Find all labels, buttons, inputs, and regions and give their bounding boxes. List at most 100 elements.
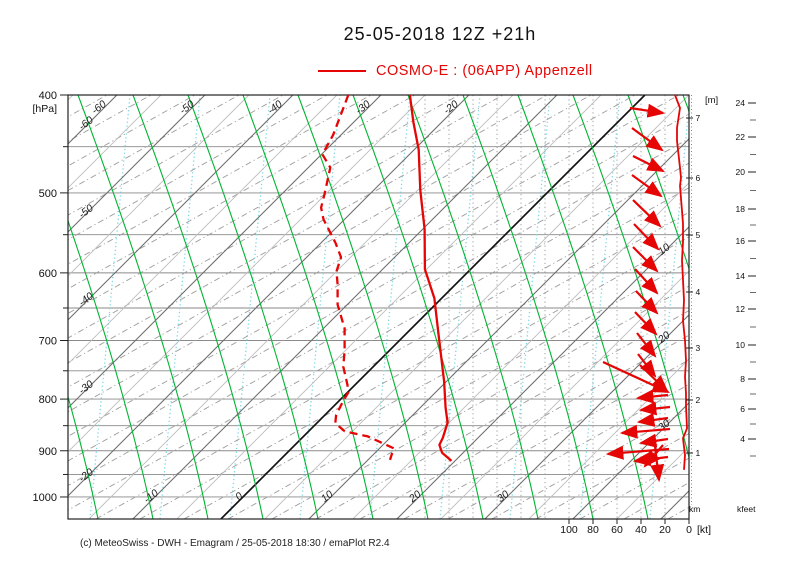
dry-adiabat-line <box>187 95 319 519</box>
isotherm-line <box>660 490 689 519</box>
isotherm-line <box>440 270 689 519</box>
isotherm-line <box>68 95 74 101</box>
wind-arrow <box>629 103 666 118</box>
dry-adiabat-line <box>0 95 43 519</box>
profiles <box>319 95 688 483</box>
km-axis-label: km <box>689 504 700 514</box>
isotherm-label: -30 <box>353 98 372 117</box>
isotherm-label: -20 <box>441 98 460 117</box>
isotherm-line <box>68 95 426 453</box>
pressure-tick-label: 700 <box>39 336 57 348</box>
isotherm-line <box>308 138 689 519</box>
isotherm-label: -60 <box>76 114 95 133</box>
legend-label: COSMO-E : (06APP) Appenzell <box>376 63 593 79</box>
wind-arrow <box>643 444 664 468</box>
isotherm-line <box>68 95 382 409</box>
moist-adiabat-line <box>68 95 240 192</box>
mixing-ratio-line <box>369 95 411 519</box>
isotherm-line <box>68 95 470 497</box>
wind-arrow <box>634 311 658 336</box>
isotherm-line <box>68 95 206 233</box>
moist-adiabat-line <box>68 95 504 339</box>
isotherm-label: -10 <box>141 487 160 506</box>
isotherm-label: -60 <box>89 98 108 117</box>
moist-adiabat-line <box>535 433 689 519</box>
wind-arrow <box>631 174 663 198</box>
kfeet-tick-label: 22 <box>736 132 746 142</box>
isotherm-line <box>68 95 294 321</box>
plot-border <box>67 94 690 520</box>
wind-arrow <box>636 412 669 427</box>
mixing-ratio-line <box>159 95 201 519</box>
isotherm-label: 20 <box>406 488 424 505</box>
kfeet-tick-label: 18 <box>736 204 746 214</box>
wind-tick-label: 80 <box>587 524 599 536</box>
dry-adiabat-line <box>462 95 594 519</box>
wind-speed-curve <box>674 95 688 470</box>
isotherm-line <box>68 95 250 277</box>
wind-arrow <box>639 364 669 393</box>
isotherm-line <box>352 182 689 519</box>
pressure-tick-label: 800 <box>39 394 57 406</box>
moist-adiabat-line <box>68 95 152 142</box>
isotherm-line <box>132 95 558 519</box>
legend: COSMO-E : (06APP) Appenzell <box>318 63 593 79</box>
isotherm-label: -40 <box>76 290 95 309</box>
wind-arrow <box>635 389 669 404</box>
km-tick-label: 1 <box>696 448 701 458</box>
wind-arrow <box>637 353 657 378</box>
m-header-label: [m] <box>705 95 718 106</box>
kfeet-tick-label: 16 <box>736 236 746 246</box>
pressure-tick-label: 500 <box>39 188 57 200</box>
copyright-footer: (c) MeteoSwiss - DWH - Emagram / 25-05-2… <box>80 538 390 549</box>
kfeet-tick-label: 4 <box>740 434 745 444</box>
plot-grid: -60 -50 -40 -30 -20-60-50-40-30-20-10 0 10 20 30… <box>0 95 800 519</box>
mixing-ratio-line <box>299 95 341 519</box>
mixing-ratio-line <box>579 95 621 519</box>
wind-arrow <box>636 332 657 358</box>
isotherm-label: -50 <box>177 98 196 117</box>
moist-adiabat-line <box>667 506 689 519</box>
isotherm-line <box>0 95 29 519</box>
isotherm-label: 10 <box>319 488 336 505</box>
wind-arrow <box>632 246 659 273</box>
km-tick-label: 7 <box>696 113 701 123</box>
isotherm-line <box>616 446 689 519</box>
wind-tick-label: 0 <box>686 524 692 536</box>
km-tick-label: 4 <box>696 287 701 297</box>
isotherm-line <box>176 95 602 519</box>
wind-tick-label: 40 <box>635 524 647 536</box>
isotherm-line <box>68 95 118 145</box>
moist-adiabat-line <box>227 260 689 519</box>
altitude-scales: 7 6 5 4 3 2 1 [m] km 24 22 20 18 16 14 12 10 8 6 4 kfeet <box>686 95 756 514</box>
moist-adiabat-line <box>95 187 689 519</box>
page-title: 25-05-2018 12Z +21h <box>343 24 537 44</box>
wind-arrow <box>619 424 671 439</box>
km-tick-label: 5 <box>696 230 701 240</box>
kfeet-tick-label: 24 <box>736 98 746 108</box>
wind-arrow <box>632 155 665 172</box>
pressure-tick-label: 1000 <box>33 492 57 504</box>
km-tick-label: 2 <box>696 395 701 405</box>
wind-tick-label: 100 <box>560 524 578 536</box>
dry-adiabat-line <box>352 95 484 519</box>
pressure-tick-label: 600 <box>39 268 57 280</box>
isotherm-line <box>264 95 689 519</box>
isotherm-line <box>88 95 514 519</box>
dry-adiabat-line <box>517 95 649 519</box>
wind-arrow <box>633 223 660 251</box>
dry-adiabat-line <box>738 95 800 519</box>
pressure-axis: 400 500 600 700 800 900 1000 [hPa] <box>32 90 68 504</box>
isotherm-label: 10 <box>656 241 673 258</box>
pressure-tick-label: 400 <box>39 90 57 102</box>
moist-adiabat-line <box>579 457 689 519</box>
legend-line-swatch <box>318 70 366 72</box>
mixing-ratio-line <box>649 98 689 519</box>
isotherm-line <box>220 95 646 519</box>
wind-arrow <box>635 290 659 315</box>
wind-arrow <box>632 199 662 228</box>
kfeet-axis-label: kfeet <box>737 504 756 514</box>
isotherm-line <box>528 358 689 519</box>
